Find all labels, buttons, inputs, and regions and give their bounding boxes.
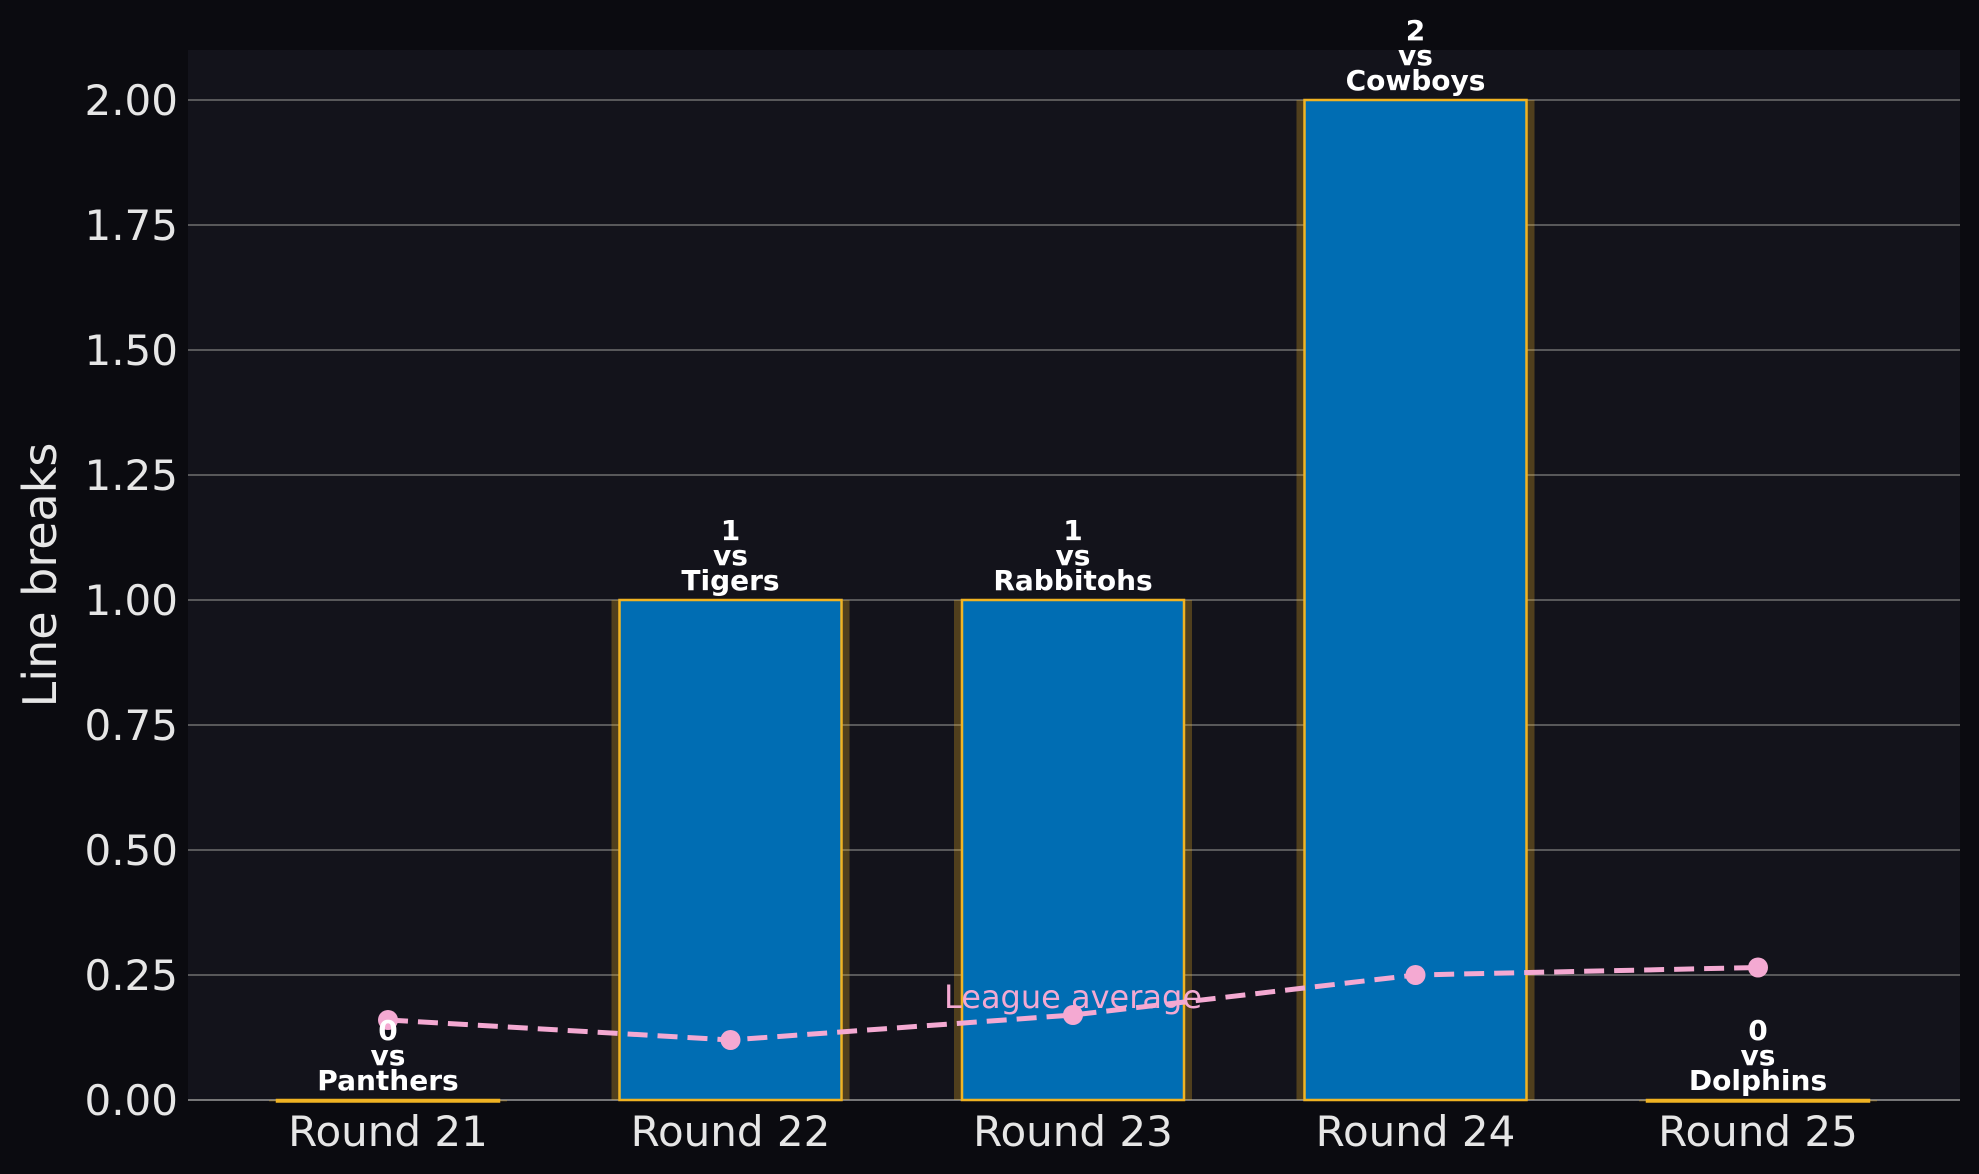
bar-vs-label: vs bbox=[371, 1039, 406, 1072]
league-average-series bbox=[378, 957, 1768, 1050]
bar-vs-label: vs bbox=[1056, 539, 1091, 572]
bar-opponent-label: Panthers bbox=[317, 1064, 458, 1097]
x-tick-label: Round 24 bbox=[1316, 1107, 1516, 1156]
x-tick-label: Round 23 bbox=[973, 1107, 1173, 1156]
league-average-label: League average bbox=[944, 978, 1202, 1016]
league-average-point bbox=[1405, 965, 1426, 985]
y-tick-label: 1.00 bbox=[84, 576, 178, 625]
bar-opponent-label: Dolphins bbox=[1689, 1064, 1827, 1097]
y-tick-label: 0.00 bbox=[84, 1076, 178, 1125]
y-tick-label: 0.75 bbox=[84, 701, 178, 750]
y-axis-title: Line breaks bbox=[13, 443, 67, 708]
x-tick-label: Round 21 bbox=[288, 1107, 488, 1156]
bar-vs-label: vs bbox=[1741, 1039, 1776, 1072]
y-tick-label: 1.50 bbox=[84, 326, 178, 375]
bar-value-label: 1 bbox=[1063, 514, 1082, 547]
bar-vs-label: vs bbox=[1398, 39, 1433, 72]
bar-opponent-label: Tigers bbox=[681, 564, 779, 597]
bar-labels: 0vsPanthers1vsTigers1vsRabbitohs2vsCowbo… bbox=[317, 14, 1827, 1097]
bar-value-label: 0 bbox=[378, 1014, 397, 1047]
y-tick-label: 2.00 bbox=[84, 76, 178, 125]
bar-round-21 bbox=[275, 1098, 501, 1103]
bar-value-label: 0 bbox=[1748, 1014, 1767, 1047]
league-average-point bbox=[378, 1010, 398, 1030]
bar-round-25 bbox=[1645, 1098, 1871, 1103]
bar-round-24 bbox=[1303, 98, 1528, 1102]
bar-vs-label: vs bbox=[713, 539, 748, 572]
y-tick-label: 1.25 bbox=[84, 451, 178, 500]
x-tick-label: Round 22 bbox=[631, 1107, 831, 1156]
bar-round-22 bbox=[618, 598, 843, 1102]
league-average-point bbox=[1748, 957, 1768, 978]
x-tick-label: Round 25 bbox=[1658, 1107, 1858, 1156]
bar-opponent-label: Rabbitohs bbox=[993, 564, 1152, 597]
bar-value-label: 1 bbox=[721, 514, 740, 547]
bar-value-label: 2 bbox=[1406, 14, 1425, 47]
y-tick-label: 0.25 bbox=[84, 951, 178, 1000]
y-tick-label: 0.50 bbox=[84, 826, 178, 875]
league-average-point bbox=[720, 1030, 741, 1050]
y-axis-ticks: 0.00 0.25 0.50 0.75 1.00 1.25 1.50 1.75 2.00 bbox=[84, 76, 178, 1125]
league-average-point bbox=[1063, 1005, 1083, 1025]
league-average-line bbox=[387, 965, 1759, 1043]
y-tick-label: 1.75 bbox=[84, 201, 178, 250]
x-axis-ticks: Round 21 Round 22 Round 23 Round 24 Round 25 bbox=[288, 1107, 1858, 1156]
bar-opponent-label: Cowboys bbox=[1346, 64, 1486, 97]
